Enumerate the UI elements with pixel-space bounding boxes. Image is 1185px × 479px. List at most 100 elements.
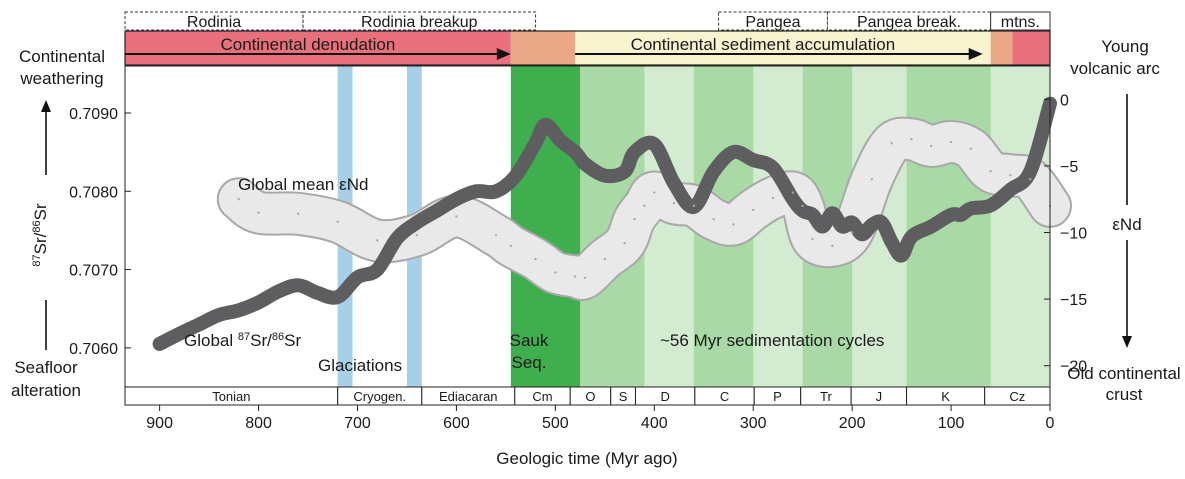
period-label-9: P (773, 389, 782, 404)
period-label-11: J (876, 389, 883, 404)
period-box-13 (984, 386, 1051, 406)
tectonic-label-3: Pangea (745, 14, 800, 31)
period-label-5: O (585, 389, 595, 404)
sr-point-44 (890, 240, 893, 244)
sauk-label-2: Seq. (512, 353, 547, 372)
tectonic-box-2 (302, 11, 537, 31)
denudation-label: Continental denudation (220, 35, 395, 54)
left-tick-label-0: 0.7090 (69, 106, 118, 123)
end-point-30 (890, 142, 893, 145)
end-point-18 (672, 201, 676, 205)
denudation-arrowhead (496, 48, 511, 60)
sr-point-40 (850, 221, 854, 224)
sr-point-13 (415, 221, 419, 224)
sr-point-30 (712, 170, 715, 173)
x-tick-label-3: 600 (443, 415, 470, 432)
end-point-12 (583, 276, 587, 279)
right-bottom-label-1: Old continental (1067, 364, 1180, 383)
sr-point-46 (910, 235, 913, 238)
glaciations-label: Glaciations (318, 356, 402, 375)
tectonic-box-5 (990, 11, 1051, 31)
end-point-28 (850, 231, 854, 234)
x-tick-label-1: 800 (245, 415, 272, 432)
end-point-36 (1009, 174, 1012, 177)
sr-point-0 (158, 342, 161, 346)
sr-point-5 (257, 301, 260, 304)
sr-point-38 (831, 211, 834, 215)
sr-point-6 (277, 290, 280, 293)
x-tick-label-2: 700 (344, 415, 371, 432)
period-label-8: C (720, 389, 729, 404)
process-bar-frame (124, 30, 1051, 66)
x-tick-label-4: 500 (542, 415, 569, 432)
sr-point-39 (841, 225, 844, 228)
end-point-34 (969, 147, 973, 150)
tectonic-label-4: Pangea break. (857, 14, 961, 31)
left-tick-label-3: 0.7060 (69, 341, 118, 358)
sr-point-1 (178, 332, 181, 335)
end-point-10 (554, 271, 557, 274)
end-point-25 (801, 204, 804, 208)
sr-point-11 (376, 268, 379, 271)
period-label-6: S (619, 389, 628, 404)
right-arrow-head (1122, 336, 1132, 348)
tectonic-label-2: Rodinia breakup (361, 14, 478, 31)
left-tick-label-2: 0.7070 (69, 263, 118, 280)
period-label-13: Cz (1009, 389, 1025, 404)
denudation-bar (125, 31, 511, 65)
period-label-10: Tr (820, 389, 832, 404)
right-bottom-label-2: crust (1106, 385, 1143, 404)
end-point-20 (712, 217, 715, 221)
sr-point-18 (514, 174, 517, 177)
end-point-2 (296, 212, 300, 216)
end-point-35 (989, 170, 992, 173)
sr-point-41 (860, 233, 864, 236)
end-point-1 (257, 211, 260, 214)
sr-point-10 (356, 276, 359, 279)
sr-point-50 (969, 207, 973, 210)
sr-point-32 (752, 158, 755, 162)
sr-point-51 (989, 204, 992, 207)
sr-curve-label: Global 87Sr/86Sr (184, 331, 301, 350)
right-top-label-1: Young (1101, 37, 1149, 56)
tectonic-label-5: mtns. (1001, 14, 1040, 31)
end-point-31 (910, 138, 913, 141)
end-point-3 (336, 220, 339, 224)
end-point-27 (831, 244, 834, 248)
sr-point-16 (475, 190, 478, 193)
right-top-label-2: volcanic arc (1070, 59, 1160, 78)
end-point-21 (732, 223, 735, 226)
x-tick-label-7: 200 (839, 415, 866, 432)
period-boxes: Tonian Cryogen. Ediacaran Cm O S D C P Tr J K Cz (124, 386, 1051, 406)
x-tick-label-5: 400 (641, 415, 668, 432)
x-tick-label-9: 0 (1046, 415, 1055, 432)
sr-point-34 (791, 197, 794, 201)
sr-point-15 (455, 197, 458, 201)
sr-point-52 (1009, 188, 1012, 191)
sr-point-22 (573, 150, 577, 154)
end-point-22 (752, 208, 755, 212)
left-bottom-label-2: alteration (11, 381, 81, 400)
sr-point-9 (336, 295, 339, 299)
end-point-17 (653, 191, 656, 194)
end-point-24 (791, 191, 794, 194)
sr-point-14 (435, 209, 438, 213)
sr-point-25 (623, 170, 626, 173)
left-top-label-2: weathering (19, 69, 103, 88)
cycles-label: ~56 Myr sedimentation cycles (660, 331, 884, 350)
end-point-6 (455, 215, 458, 218)
left-bottom-label-1: Seafloor (14, 358, 78, 377)
sr-point-21 (559, 139, 562, 142)
sr-point-53 (1029, 170, 1032, 173)
end-curve-label: Global mean εNd (238, 175, 368, 194)
transition-bar-2 (990, 31, 1013, 65)
sr-point-33 (771, 166, 775, 169)
end-point-7 (494, 233, 498, 237)
end-point-15 (633, 217, 636, 221)
sr-point-42 (870, 223, 874, 227)
left-tick-label-1: 0.7080 (69, 184, 118, 201)
sr-point-20 (544, 123, 547, 126)
end-point-33 (949, 140, 953, 144)
sr-point-3 (217, 313, 221, 317)
